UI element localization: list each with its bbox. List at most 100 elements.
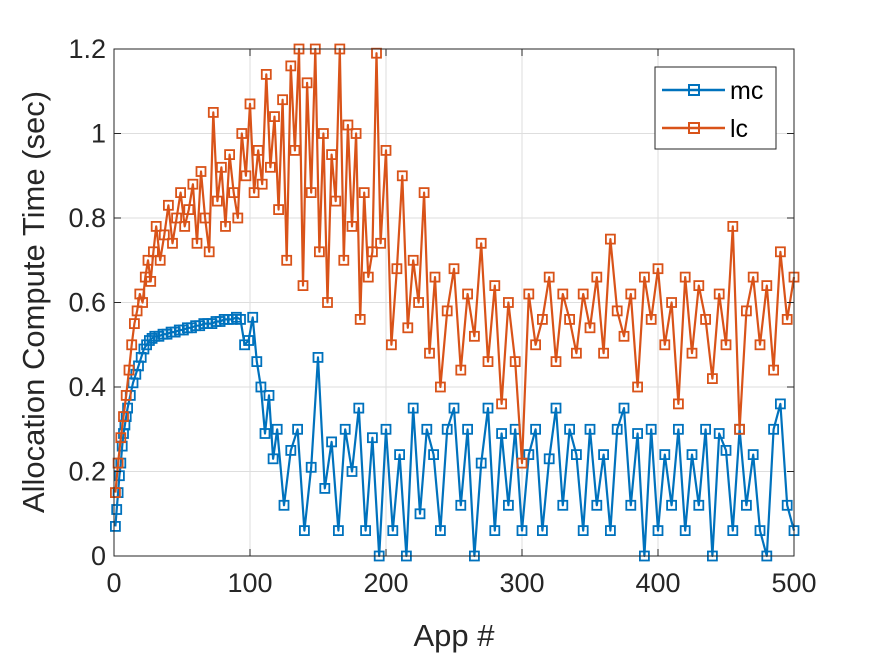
- data-point-lc: [338, 254, 350, 266]
- data-point-lc: [147, 246, 159, 258]
- data-point-lc: [118, 411, 129, 423]
- data-point-lc: [203, 246, 215, 258]
- data-point-lc: [679, 271, 691, 283]
- data-point-lc: [754, 339, 766, 351]
- data-point-lc: [482, 356, 494, 368]
- data-point-lc: [605, 233, 616, 245]
- series-lc: [110, 43, 800, 499]
- data-point-mc: [713, 428, 725, 439]
- data-point-mc: [720, 444, 732, 456]
- data-point-lc: [734, 423, 745, 435]
- data-point-mc: [550, 402, 562, 414]
- y-tick-label: 1.2: [68, 34, 106, 64]
- data-point-mc: [267, 453, 279, 465]
- data-point-mc: [564, 423, 575, 435]
- data-point-mc: [591, 499, 603, 511]
- data-point-mc: [305, 461, 317, 473]
- data-point-lc: [523, 288, 535, 300]
- data-point-lc: [747, 271, 759, 283]
- data-point-lc: [618, 330, 630, 342]
- data-point-lc: [598, 347, 609, 359]
- data-point-mc: [645, 423, 657, 435]
- data-point-lc: [659, 339, 671, 351]
- data-point-lc: [455, 364, 467, 376]
- x-tick-label: 500: [771, 568, 816, 598]
- legend-label-mc: mc: [730, 77, 763, 105]
- y-tick-label: 0.4: [68, 372, 106, 402]
- data-point-mc: [346, 466, 358, 477]
- data-point-lc: [150, 220, 162, 232]
- data-point-mc: [652, 525, 664, 536]
- data-point-lc: [301, 77, 313, 89]
- data-point-lc: [260, 69, 272, 80]
- data-point-lc: [775, 246, 786, 258]
- data-point-lc: [248, 187, 260, 199]
- data-point-lc: [346, 220, 358, 232]
- data-point-mc: [741, 499, 752, 511]
- data-point-mc: [380, 423, 392, 435]
- data-point-lc: [362, 271, 374, 283]
- data-point-lc: [220, 220, 231, 232]
- data-point-mc: [360, 525, 372, 536]
- data-point-mc: [632, 428, 643, 439]
- data-point-lc: [441, 305, 453, 317]
- data-point-lc: [537, 313, 548, 325]
- data-point-mc: [673, 423, 684, 435]
- data-point-mc: [747, 449, 759, 461]
- series-line-lc: [114, 47, 796, 493]
- y-tick-label: 0: [91, 541, 106, 571]
- data-point-mc: [278, 499, 290, 511]
- data-point-mc: [298, 525, 310, 536]
- data-point-mc: [693, 499, 705, 511]
- data-point-lc: [434, 381, 446, 393]
- data-point-mc: [727, 525, 739, 536]
- data-point-lc: [358, 187, 370, 199]
- data-point-mc: [366, 432, 378, 444]
- data-point-mc: [768, 423, 779, 435]
- data-point-lc: [131, 305, 143, 317]
- legend-box: [654, 66, 777, 150]
- data-point-lc: [154, 254, 166, 266]
- data-point-mc: [394, 449, 406, 461]
- data-point-mc: [543, 453, 555, 465]
- data-point-lc: [402, 322, 414, 334]
- data-point-lc: [516, 457, 528, 469]
- data-point-lc: [110, 487, 121, 499]
- data-point-lc: [128, 318, 140, 330]
- data-point-lc: [693, 280, 705, 292]
- data-point-lc: [584, 322, 596, 334]
- data-point-lc: [313, 246, 325, 258]
- data-point-lc: [120, 389, 132, 401]
- data-point-lc: [700, 313, 711, 325]
- data-point-mc: [251, 356, 263, 368]
- data-point-lc: [158, 229, 170, 241]
- data-point-lc: [330, 195, 342, 207]
- data-point-lc: [632, 381, 643, 393]
- data-point-lc: [240, 170, 252, 182]
- data-point-lc: [175, 187, 187, 199]
- data-point-lc: [768, 364, 779, 376]
- data-point-lc: [645, 313, 657, 325]
- data-point-lc: [354, 313, 366, 325]
- data-point-lc: [228, 187, 240, 199]
- data-point-lc: [207, 107, 219, 118]
- x-tick-label: 200: [363, 568, 408, 598]
- data-point-mc: [557, 499, 569, 511]
- data-point-mc: [146, 332, 158, 344]
- data-point-lc: [625, 288, 637, 300]
- data-point-lc: [187, 178, 199, 190]
- data-point-lc: [741, 305, 752, 317]
- data-point-lc: [413, 297, 425, 308]
- data-point-mc: [686, 449, 698, 461]
- data-point-lc: [781, 313, 793, 325]
- data-point-mc: [339, 423, 351, 435]
- data-point-lc: [183, 204, 195, 216]
- data-point-mc: [700, 423, 711, 435]
- data-point-lc: [550, 356, 562, 368]
- data-point-mc: [666, 499, 677, 511]
- data-point-mc: [618, 402, 630, 414]
- data-point-mc: [775, 398, 786, 410]
- data-point-mc: [259, 428, 271, 439]
- x-tick-label: 400: [635, 568, 680, 598]
- data-point-mc: [285, 444, 297, 456]
